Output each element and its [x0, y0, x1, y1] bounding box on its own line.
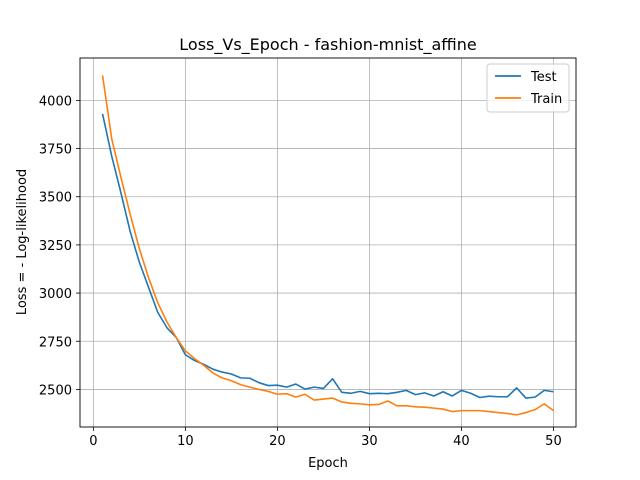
legend: Test Train — [486, 63, 570, 113]
legend-label-test: Test — [530, 70, 557, 85]
grid-lines — [80, 58, 576, 427]
y-axis-label: Loss = - Log-likelihood — [15, 169, 30, 315]
legend-label-train: Train — [530, 92, 562, 107]
x-tick-label: 50 — [545, 434, 562, 449]
series-lines — [101, 75, 554, 416]
plot-frame — [79, 57, 577, 428]
chart-title: Loss_Vs_Epoch - fashion-mnist_affine — [179, 35, 476, 55]
y-tick-label: 2750 — [39, 335, 72, 350]
y-axis-ticks: 2500 2750 3000 3250 3500 3750 4000 — [39, 94, 80, 398]
x-tick-label: 40 — [453, 434, 470, 449]
y-tick-label: 3500 — [39, 191, 72, 206]
x-tick-label: 0 — [89, 434, 97, 449]
x-axis-label: Epoch — [308, 456, 348, 471]
x-tick-label: 10 — [177, 434, 194, 449]
x-axis-ticks: 0 10 20 30 40 50 — [89, 427, 562, 449]
x-tick-label: 20 — [269, 434, 286, 449]
series-line-test — [101, 113, 554, 399]
y-tick-label: 4000 — [39, 94, 72, 109]
y-tick-label: 2500 — [39, 383, 72, 398]
series-line-train — [101, 75, 554, 416]
x-tick-label: 30 — [361, 434, 378, 449]
y-tick-label: 3750 — [39, 143, 72, 158]
y-tick-label: 3250 — [39, 239, 72, 254]
y-tick-label: 3000 — [39, 287, 72, 302]
